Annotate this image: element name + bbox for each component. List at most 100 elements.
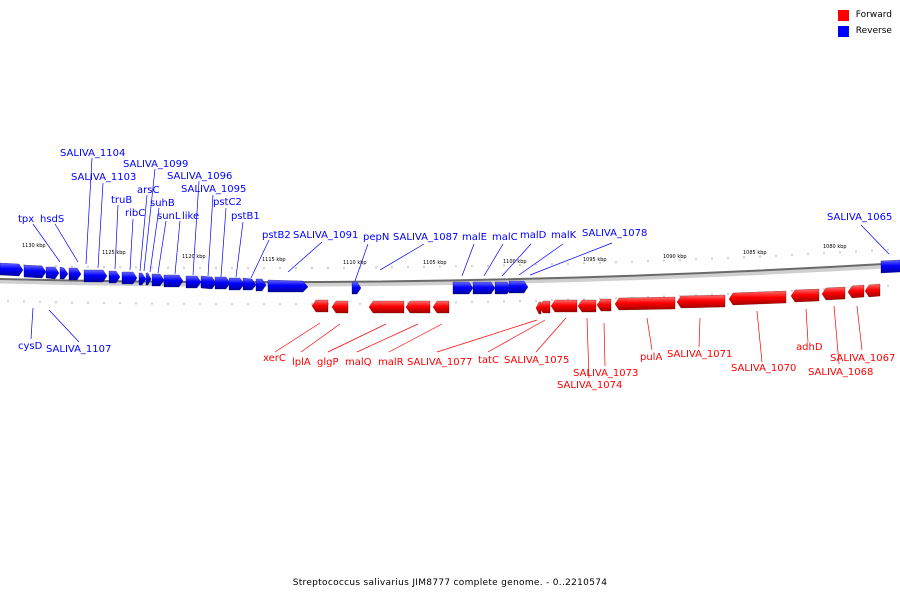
gene-arrow[interactable] xyxy=(864,283,881,298)
gene-arrow[interactable] xyxy=(821,286,846,301)
gene-label[interactable]: adhD xyxy=(796,342,823,353)
gene-label[interactable]: SALIVA_1103 xyxy=(71,172,136,183)
legend: Forward Reverse xyxy=(837,8,892,40)
gene-arrow[interactable] xyxy=(228,277,245,291)
gene-label[interactable]: ribC xyxy=(125,208,145,219)
gene-label[interactable]: pstC2 xyxy=(213,197,242,208)
gene-arrow[interactable] xyxy=(185,275,202,289)
gene-label[interactable]: tatC xyxy=(478,355,499,366)
gene-arrow[interactable] xyxy=(596,298,612,312)
gene-label[interactable]: hsdS xyxy=(40,214,64,225)
gene-arrow[interactable] xyxy=(45,266,60,280)
scale-label: 1115 kbp xyxy=(262,257,286,263)
gene-arrow[interactable] xyxy=(880,259,900,274)
gene-arrow[interactable] xyxy=(68,267,82,281)
gene-label[interactable]: pstB2 xyxy=(262,230,291,241)
gene-label[interactable]: lplA xyxy=(292,357,311,368)
gene-label[interactable]: pepN xyxy=(363,232,389,243)
gene-label[interactable]: SALIVA_1065 xyxy=(827,212,892,223)
gene-arrow[interactable] xyxy=(200,275,217,290)
legend-reverse-label: Reverse xyxy=(855,26,892,36)
gene-label[interactable]: truB xyxy=(111,195,132,206)
gene-arrow[interactable] xyxy=(0,262,24,277)
gene-arrow[interactable] xyxy=(311,299,329,313)
gene-arrow[interactable] xyxy=(163,274,184,288)
gene-arrow[interactable] xyxy=(728,290,787,306)
gene-label[interactable]: SALIVA_1073 xyxy=(573,368,638,379)
gene-arrow[interactable] xyxy=(550,299,578,313)
gene-label[interactable]: like xyxy=(182,211,199,222)
gene-label[interactable]: SALIVA_1091 xyxy=(293,230,358,241)
gene-arrow[interactable] xyxy=(83,269,108,283)
forward-swatch xyxy=(837,9,849,21)
gene-arrow[interactable] xyxy=(351,281,362,295)
gene-label[interactable]: cysD xyxy=(18,341,43,352)
gene-label[interactable]: malR xyxy=(378,357,404,368)
gene-arrow[interactable] xyxy=(267,279,309,293)
legend-reverse[interactable]: Reverse xyxy=(837,24,892,38)
gene-arrow[interactable] xyxy=(108,270,121,284)
gene-arrow[interactable] xyxy=(214,276,231,290)
scale-label: 1125 kbp xyxy=(102,250,126,256)
reverse-leader-lines xyxy=(30,157,890,343)
gene-label[interactable]: xerC xyxy=(263,353,286,364)
forward-genes xyxy=(311,283,881,315)
gene-label[interactable]: arsC xyxy=(137,185,159,196)
scale-label: 1090 kbp xyxy=(663,254,687,260)
gene-arrow[interactable] xyxy=(121,271,138,285)
gene-arrow[interactable] xyxy=(676,294,726,309)
gene-arrow[interactable] xyxy=(432,300,450,314)
gene-label[interactable]: SALIVA_1074 xyxy=(557,380,622,391)
gene-label[interactable]: SALIVA_1099 xyxy=(123,159,188,170)
gene-arrow[interactable] xyxy=(242,277,257,291)
gene-arrow[interactable] xyxy=(138,272,147,286)
gene-label[interactable]: SALIVA_1067 xyxy=(830,353,895,364)
gene-label[interactable]: malD xyxy=(520,230,547,241)
gene-arrow[interactable] xyxy=(331,300,349,314)
gene-label[interactable]: SALIVA_1078 xyxy=(582,228,647,239)
reverse-gene-labels: tpx hsdS SALIVA_1104 SALIVA_1103 truB ri… xyxy=(18,148,892,355)
gene-label[interactable]: malE xyxy=(462,232,487,243)
gene-label[interactable]: SALIVA_1107 xyxy=(46,344,111,355)
gene-label[interactable]: suhB xyxy=(150,198,175,209)
gene-label[interactable]: malQ xyxy=(345,357,372,368)
gene-arrow[interactable] xyxy=(145,272,152,286)
gene-arrow[interactable] xyxy=(405,300,431,314)
gene-arrow[interactable] xyxy=(847,284,865,299)
gene-arrow[interactable] xyxy=(368,300,405,314)
gene-label[interactable]: SALIVA_1071 xyxy=(667,349,732,360)
gene-arrow[interactable] xyxy=(151,273,165,287)
gene-label[interactable]: pulA xyxy=(640,352,662,363)
gene-label[interactable]: SALIVA_1096 xyxy=(167,171,232,182)
gene-label[interactable]: SALIVA_1070 xyxy=(731,363,796,374)
gene-arrow[interactable] xyxy=(577,299,597,313)
gene-arrow[interactable] xyxy=(535,301,542,315)
scale-label: 1130 kbp xyxy=(22,243,46,249)
gene-arrow[interactable] xyxy=(494,281,512,295)
gene-label[interactable]: malC xyxy=(492,232,518,243)
gene-label[interactable]: tpx xyxy=(18,214,34,225)
gene-label[interactable]: glgP xyxy=(317,357,339,368)
gene-label[interactable]: SALIVA_1095 xyxy=(181,184,246,195)
gene-arrow[interactable] xyxy=(538,300,551,314)
gene-label[interactable]: SALIVA_1104 xyxy=(60,148,125,159)
gene-label[interactable]: pstB1 xyxy=(231,211,260,222)
gene-label[interactable]: sunL xyxy=(157,211,181,222)
gene-arrow[interactable] xyxy=(23,264,47,279)
gene-label[interactable]: SALIVA_1087 xyxy=(393,232,458,243)
gene-arrow[interactable] xyxy=(790,288,820,303)
gene-arrow[interactable] xyxy=(508,280,529,294)
gene-arrow[interactable] xyxy=(59,266,69,280)
gene-label[interactable]: SALIVA_1077 xyxy=(407,357,472,368)
gene-label[interactable]: malK xyxy=(551,230,577,241)
scale-label: 1085 kbp xyxy=(743,250,767,256)
gene-arrow[interactable] xyxy=(614,296,676,311)
gene-arrow[interactable] xyxy=(255,278,267,292)
gene-arrow[interactable] xyxy=(472,281,496,295)
gene-label[interactable]: SALIVA_1068 xyxy=(808,367,873,378)
forward-leader-lines xyxy=(274,305,863,379)
gene-arrow[interactable] xyxy=(452,281,474,295)
legend-forward[interactable]: Forward xyxy=(837,8,892,22)
gene-label[interactable]: SALIVA_1075 xyxy=(504,355,569,366)
